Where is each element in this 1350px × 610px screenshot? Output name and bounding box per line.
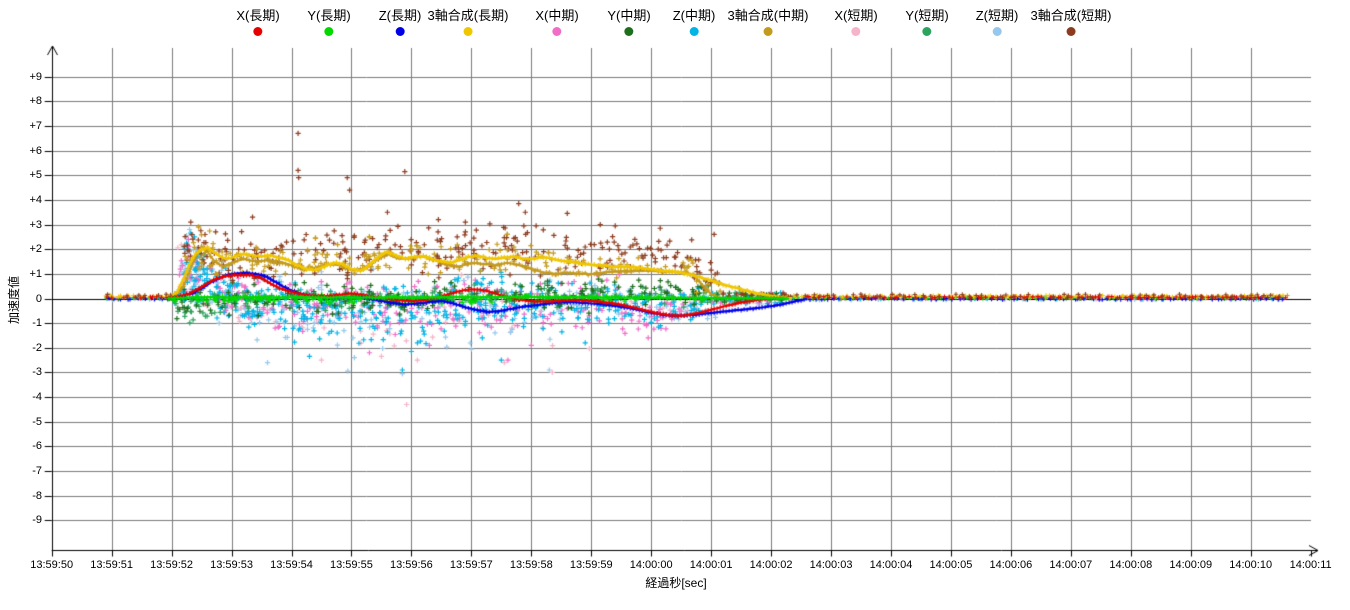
legend-item: X(長期): [236, 8, 280, 41]
y-tick-label: -1: [32, 317, 42, 330]
x-tick-label: 13:59:54: [270, 559, 313, 571]
x-tick-label: 13:59:51: [90, 559, 134, 571]
x-tick-label: 13:59:50: [30, 559, 74, 571]
legend-item-label: 3軸合成(長期): [427, 8, 509, 23]
legend-item-label: X(中期): [535, 8, 579, 23]
y-tick-label: -6: [32, 440, 42, 453]
legend-item: X(短期): [834, 8, 878, 41]
legend-item-label: Y(中期): [607, 8, 651, 23]
legend-item-label: 3軸合成(中期): [727, 8, 809, 23]
y-tick-label: -5: [32, 415, 42, 428]
y-tick-label: -4: [32, 391, 42, 404]
y-tick-label: +2: [29, 243, 42, 256]
x-axis-title: 経過秒[sec]: [645, 576, 707, 590]
legend-item-label: 3軸合成(短期): [1030, 8, 1112, 23]
legend-color-dot: [624, 27, 634, 36]
y-tick-label: -2: [32, 341, 42, 354]
y-tick-label: -3: [32, 366, 42, 379]
legend-color-dot: [463, 27, 473, 36]
legend-item: 3軸合成(長期): [427, 8, 509, 41]
legend-color-dot: [324, 27, 334, 36]
legend-color-dot: [922, 27, 932, 36]
x-tick-label: 13:59:59: [569, 559, 613, 571]
x-tick-label: 14:00:02: [749, 559, 793, 571]
y-axis-title: 加速度値: [7, 276, 21, 325]
x-tick-label: 14:00:00: [629, 559, 673, 571]
x-tick-label: 14:00:10: [1229, 559, 1273, 571]
x-tick-label: 14:00:01: [689, 559, 733, 571]
legend-item: Y(長期): [307, 8, 351, 41]
y-tick-label: +4: [29, 193, 42, 206]
legend-item: 3軸合成(中期): [727, 8, 809, 41]
x-tick-label: 13:59:56: [389, 559, 433, 571]
legend-item: Z(短期): [975, 8, 1019, 41]
legend-color-dot: [1066, 27, 1076, 36]
x-tick-label: 14:00:11: [1289, 559, 1332, 571]
x-tick-label: 14:00:09: [1169, 559, 1213, 571]
y-tick-label: +1: [29, 267, 42, 280]
y-tick-label: +6: [29, 144, 42, 157]
legend-item: Z(長期): [378, 8, 422, 41]
x-tick-label: 14:00:04: [869, 559, 913, 571]
legend-item-label: Y(短期): [905, 8, 949, 23]
y-tick-label: +5: [29, 169, 42, 182]
legend-color-dot: [851, 27, 861, 36]
x-tick-label: 14:00:08: [1109, 559, 1153, 571]
y-tick-label: +8: [29, 95, 42, 108]
legend-item: X(中期): [535, 8, 579, 41]
x-tick-label: 13:59:52: [150, 559, 193, 571]
x-tick-label: 14:00:06: [989, 559, 1033, 571]
legend-item-label: X(長期): [236, 8, 280, 23]
x-tick-label: 13:59:55: [330, 559, 373, 571]
legend-item: Z(中期): [672, 8, 716, 41]
x-tick-label: 14:00:05: [929, 559, 973, 571]
legend-item-label: Y(長期): [307, 8, 351, 23]
y-tick-label: 0: [35, 292, 42, 305]
x-tick-label: 13:59:58: [509, 559, 553, 571]
legend-color-dot: [552, 27, 562, 36]
legend-color-dot: [763, 27, 773, 36]
legend-item-label: Z(短期): [975, 8, 1019, 23]
y-tick-label: +7: [29, 119, 42, 132]
y-tick-label: +3: [29, 218, 42, 231]
legend-item-label: X(短期): [834, 8, 878, 23]
legend-item-label: Z(中期): [672, 8, 716, 23]
y-tick-label: -9: [32, 514, 42, 527]
legend-color-dot: [395, 27, 405, 36]
legend-color-dot: [253, 27, 263, 36]
legend-item: Y(中期): [607, 8, 651, 41]
legend-color-dot: [689, 27, 699, 36]
x-tick-label: 14:00:03: [809, 559, 853, 571]
legend-item: Y(短期): [905, 8, 949, 41]
y-tick-label: +9: [29, 70, 42, 83]
y-tick-label: -7: [32, 465, 42, 478]
legend-color-dot: [992, 27, 1002, 36]
x-tick-label: 13:59:53: [210, 559, 253, 571]
x-tick-label: 14:00:07: [1049, 559, 1093, 571]
x-tick-label: 13:59:57: [449, 559, 493, 571]
legend-item: 3軸合成(短期): [1030, 8, 1112, 41]
y-tick-label: -8: [32, 489, 42, 502]
legend-item-label: Z(長期): [378, 8, 422, 23]
